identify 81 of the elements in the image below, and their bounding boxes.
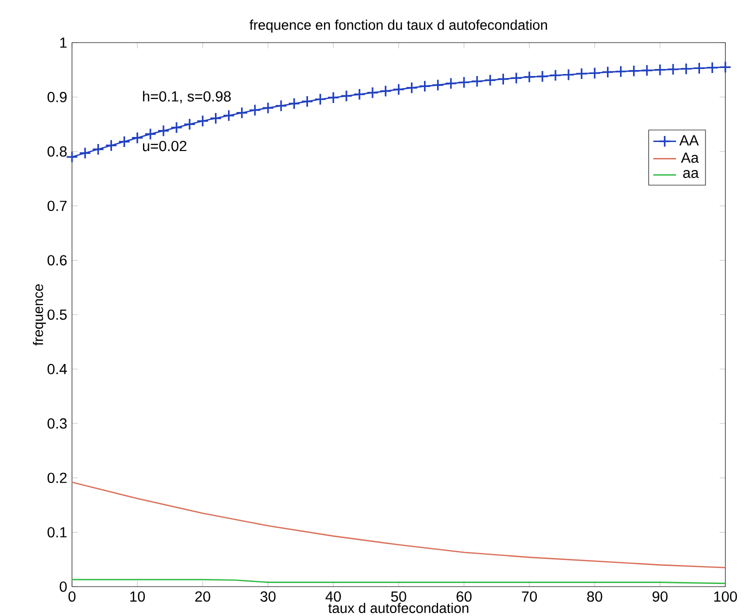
x-tick-label: 60	[456, 591, 472, 602]
x-tick-label: 80	[587, 591, 602, 602]
y-tick-label: 0.5	[48, 310, 67, 320]
point	[288, 97, 300, 110]
point	[366, 86, 379, 99]
point	[353, 88, 366, 100]
point	[406, 82, 418, 94]
x-tick-label: 10	[130, 591, 145, 602]
y-tick-label: 0.7	[48, 200, 67, 212]
x-tick-label: 30	[260, 591, 276, 602]
point	[236, 106, 248, 119]
point	[196, 114, 209, 128]
point	[131, 132, 144, 144]
point	[379, 84, 392, 98]
legend-label: AA	[679, 135, 699, 146]
x-tick-label: 50	[391, 591, 406, 602]
y-tick-label: 0.3	[48, 418, 67, 429]
point	[222, 109, 235, 122]
annotation: h=0.1, s=0.98	[143, 90, 231, 104]
y-tick-label: 0.9	[48, 92, 67, 102]
y-tick-label: 0.6	[48, 255, 67, 266]
point	[392, 83, 405, 96]
point	[523, 70, 536, 84]
point	[118, 136, 130, 148]
point	[418, 80, 431, 92]
x-tick-label: 90	[652, 591, 668, 602]
point	[327, 91, 340, 104]
point	[183, 118, 196, 130]
point	[602, 66, 614, 78]
point	[274, 100, 288, 112]
x-axis-title: taux d autofecondation	[328, 602, 468, 614]
point	[588, 66, 601, 80]
point	[470, 75, 484, 88]
point	[484, 74, 496, 86]
point	[536, 70, 549, 83]
point	[575, 68, 588, 80]
point	[301, 95, 314, 108]
point	[444, 77, 458, 90]
y-tick-label: 0.2	[48, 472, 67, 484]
y-tick-label: 0.8	[48, 146, 67, 157]
point	[78, 146, 92, 160]
y-tick-label: 0	[60, 582, 67, 592]
annotation: u=0.02	[142, 140, 186, 152]
legend-label: Aa	[680, 152, 699, 163]
point	[680, 62, 692, 75]
point	[170, 121, 183, 134]
point	[144, 128, 157, 140]
point	[510, 72, 522, 84]
chart-title: frequence en fonction du taux d autofecondation	[250, 20, 547, 33]
x-tick-label: 70	[522, 591, 537, 602]
point	[105, 139, 118, 152]
point	[693, 62, 706, 74]
point	[497, 72, 510, 86]
point	[614, 65, 627, 78]
point	[458, 76, 470, 89]
point	[262, 102, 274, 114]
point	[654, 64, 666, 76]
point	[562, 68, 575, 81]
legend-label: aa	[683, 170, 699, 178]
y-tick-label: 0.1	[48, 527, 67, 538]
x-tick-label: 20	[195, 591, 210, 602]
point	[640, 64, 654, 77]
point	[210, 112, 222, 124]
point	[66, 150, 78, 164]
point	[92, 143, 104, 156]
point	[719, 61, 732, 74]
point	[432, 78, 444, 92]
y-tick-label: 0.4	[48, 364, 67, 374]
x-tick-label: 100	[714, 591, 737, 602]
point	[549, 69, 562, 82]
x-tick-label: 0	[68, 591, 76, 602]
x-tick-label: 40	[326, 591, 341, 602]
y-axis-title: frequence	[32, 284, 46, 346]
point	[706, 62, 718, 74]
point	[157, 124, 170, 137]
point	[340, 90, 353, 102]
point	[314, 93, 326, 106]
point	[248, 104, 262, 116]
point	[628, 64, 640, 78]
point	[666, 63, 680, 76]
y-tick-label: 1	[60, 38, 67, 48]
